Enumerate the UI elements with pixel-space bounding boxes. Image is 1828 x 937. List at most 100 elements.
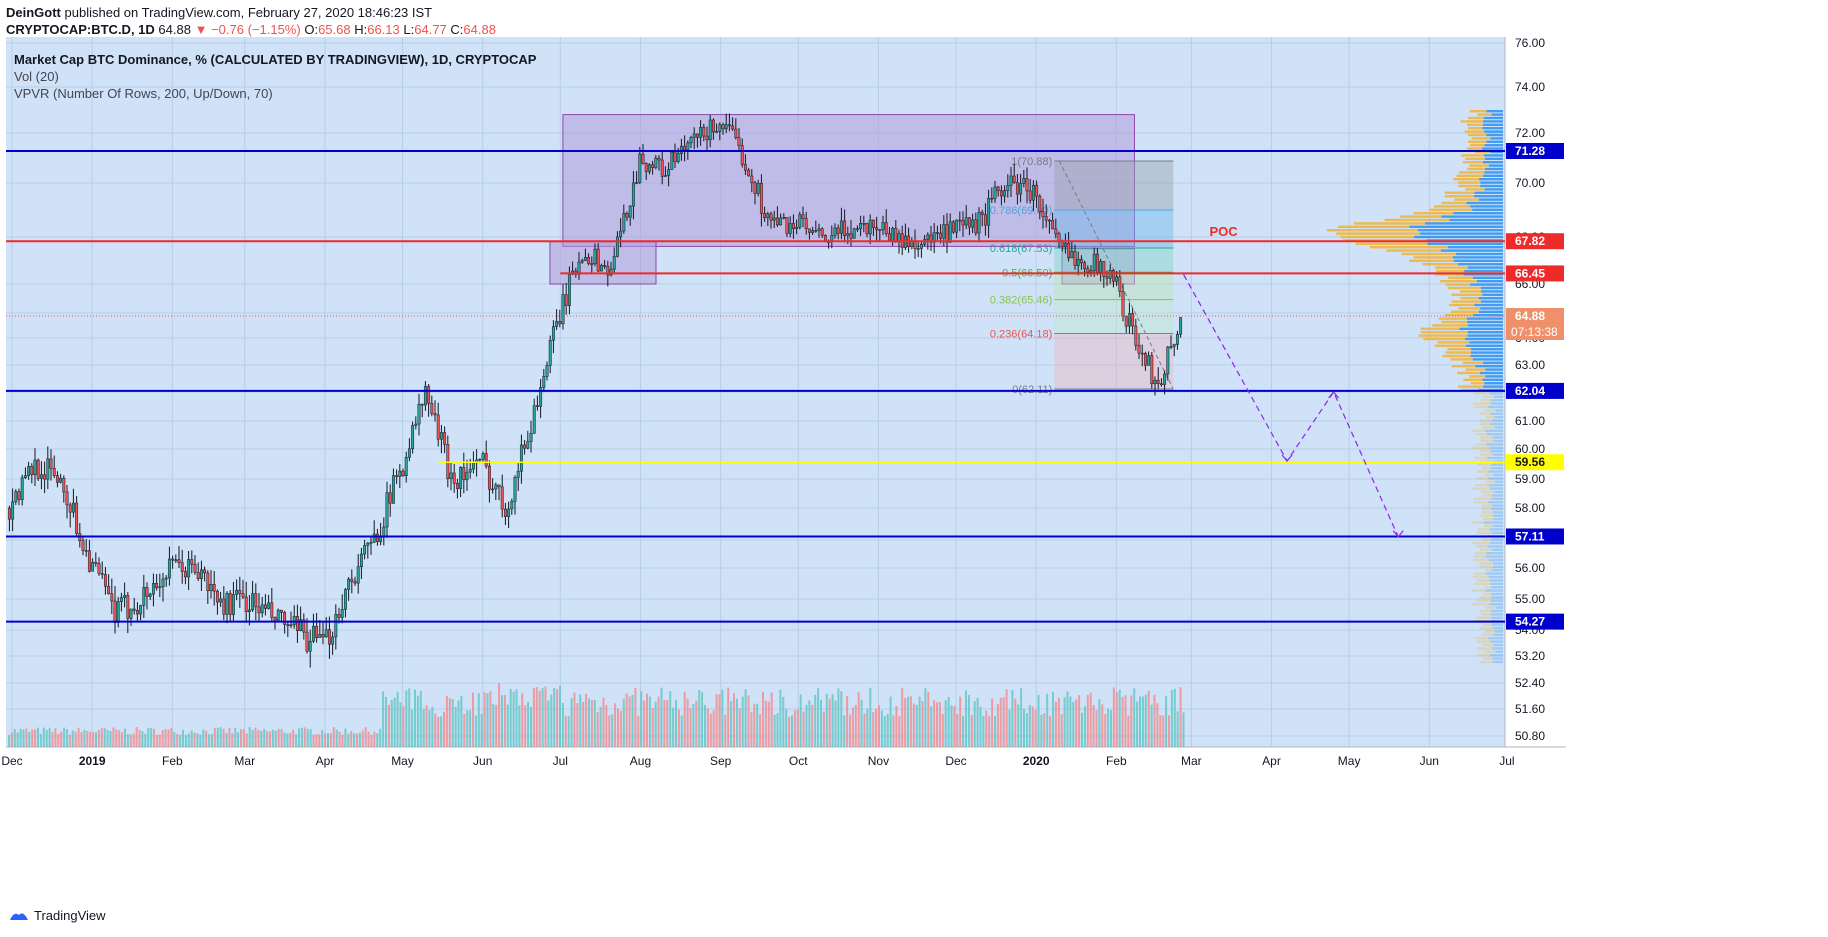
vpvr-up-bar — [1480, 286, 1503, 290]
candle-body — [331, 636, 335, 645]
volume-bar — [918, 696, 921, 747]
candle-body — [382, 526, 386, 537]
volume-bar — [51, 732, 54, 747]
candle-body — [1031, 184, 1035, 201]
vpvr-up-bar — [1441, 215, 1503, 218]
volume-bar — [1075, 699, 1078, 747]
volume-bar — [66, 729, 68, 747]
vpvr-down-bar — [1457, 181, 1481, 184]
projection-path — [1183, 274, 1399, 538]
vpvr-down-bar — [1474, 497, 1491, 500]
volume-bar — [712, 710, 715, 747]
volume-bar — [704, 704, 706, 747]
vpvr-up-bar — [1484, 521, 1503, 524]
x-tick-label: May — [1338, 754, 1361, 768]
vpvr-down-bar — [1467, 116, 1484, 120]
candle-body — [132, 608, 136, 611]
footer-brand[interactable]: TradingView — [34, 908, 106, 923]
candle-body — [503, 508, 507, 517]
author-name[interactable]: DeinGott — [6, 5, 61, 20]
fib-level-label: 0.618(67.53) — [990, 243, 1052, 255]
candle-body — [251, 593, 255, 611]
volume-bar — [492, 703, 495, 747]
volume-bar — [788, 716, 791, 747]
y-tick-label: 76.00 — [1515, 36, 1545, 50]
vpvr-down-bar — [1477, 531, 1493, 534]
vpvr-up-bar — [1488, 470, 1503, 473]
candle-body — [171, 558, 175, 561]
volume-bar — [216, 727, 219, 747]
volume-bar — [643, 700, 646, 747]
vpvr-up-bar — [1494, 490, 1503, 494]
candle-body — [993, 186, 997, 199]
volume-bar — [782, 696, 785, 747]
candle-body — [337, 614, 341, 618]
vpvr-up-bar — [1482, 123, 1503, 126]
vpvr-up-bar — [1472, 358, 1503, 361]
vpvr-up-bar — [1494, 426, 1503, 429]
volume-bar — [237, 732, 240, 747]
vpvr-down-bar — [1429, 208, 1473, 211]
vpvr-up-bar — [1485, 375, 1503, 378]
vpvr-down-bar — [1476, 637, 1489, 640]
candle-body — [414, 423, 418, 426]
volume-bar — [849, 714, 851, 747]
vpvr-up-bar — [1495, 606, 1503, 609]
volume-bar — [190, 730, 193, 747]
vpvr-down-bar — [1479, 412, 1491, 415]
level-price-tag — [1506, 454, 1564, 471]
x-tick-label: May — [391, 754, 414, 768]
candle-body — [347, 578, 351, 590]
candle-body — [36, 459, 40, 479]
volume-bar — [967, 694, 970, 747]
vpvr-down-bar — [1482, 592, 1492, 596]
tradingview-logo-icon — [10, 912, 28, 920]
candle-body — [779, 217, 783, 226]
vpvr-up-bar — [1470, 354, 1503, 358]
candle-body — [455, 483, 459, 489]
candle-body — [449, 472, 453, 479]
candle-body — [206, 572, 210, 592]
x-tick-label: Dec — [1, 754, 22, 768]
volume-bar — [37, 727, 39, 747]
vpvr-up-bar — [1492, 531, 1503, 534]
candle-body — [87, 550, 91, 572]
candle-body — [983, 214, 987, 226]
volume-bar — [1034, 709, 1037, 747]
candle-body — [580, 260, 584, 263]
candle-body — [990, 197, 994, 200]
volume-bar — [579, 694, 582, 747]
vpvr-up-bar — [1492, 511, 1503, 514]
candle-body — [708, 119, 712, 141]
candle-body — [603, 265, 607, 267]
vpvr-up-bar — [1480, 290, 1503, 293]
volume-bar — [573, 692, 576, 747]
vpvr-up-bar — [1459, 327, 1503, 330]
volume-bar — [1112, 687, 1115, 747]
volume-bar — [538, 690, 541, 747]
candle-body — [935, 232, 939, 234]
volume-bar — [730, 701, 733, 747]
y-tick-label: 63.00 — [1515, 358, 1545, 372]
candle-body — [731, 125, 735, 130]
candle-body — [462, 467, 466, 481]
volume-bar — [234, 727, 237, 747]
candle-body — [497, 484, 501, 488]
vpvr-up-bar — [1492, 504, 1503, 507]
vpvr-down-bar — [1485, 606, 1496, 609]
candle-body — [625, 213, 629, 218]
volume-bar — [970, 714, 973, 747]
vpvr-down-bar — [1434, 344, 1467, 347]
volume-bar — [721, 689, 724, 747]
candle-body — [145, 587, 149, 597]
volume-bar — [173, 732, 176, 747]
volume-bar — [950, 705, 953, 747]
time-axis-background — [6, 747, 1566, 773]
volume-bar — [559, 685, 561, 747]
vpvr-down-bar — [1369, 246, 1448, 249]
candle-body — [615, 236, 619, 257]
candle-body — [641, 153, 645, 164]
volume-bar — [530, 706, 532, 747]
volume-bar — [660, 687, 663, 747]
